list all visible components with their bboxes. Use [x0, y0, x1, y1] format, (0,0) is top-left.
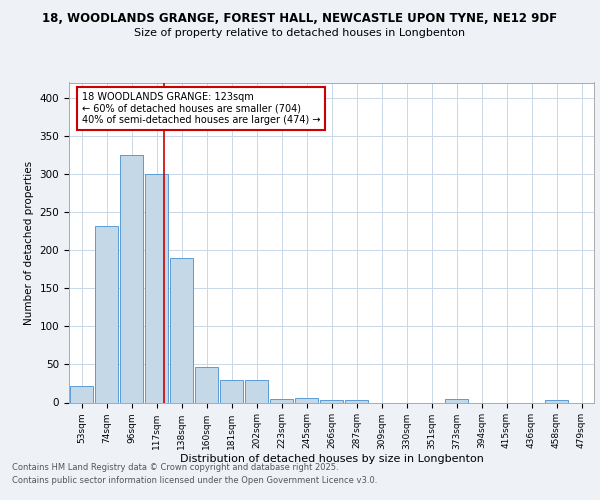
- Text: Contains public sector information licensed under the Open Government Licence v3: Contains public sector information licen…: [12, 476, 377, 485]
- X-axis label: Distribution of detached houses by size in Longbenton: Distribution of detached houses by size …: [179, 454, 484, 464]
- Bar: [195, 368, 218, 402]
- Bar: [120, 155, 143, 402]
- Bar: [295, 398, 318, 402]
- Text: 18, WOODLANDS GRANGE, FOREST HALL, NEWCASTLE UPON TYNE, NE12 9DF: 18, WOODLANDS GRANGE, FOREST HALL, NEWCA…: [43, 12, 557, 26]
- Bar: [270, 398, 293, 402]
- Bar: [445, 400, 468, 402]
- Bar: [220, 380, 243, 402]
- Text: Contains HM Land Registry data © Crown copyright and database right 2025.: Contains HM Land Registry data © Crown c…: [12, 462, 338, 471]
- Bar: [70, 386, 93, 402]
- Bar: [345, 400, 368, 402]
- Bar: [320, 400, 343, 402]
- Bar: [545, 400, 568, 402]
- Bar: [245, 380, 268, 402]
- Text: Size of property relative to detached houses in Longbenton: Size of property relative to detached ho…: [134, 28, 466, 38]
- Bar: [170, 258, 193, 402]
- Bar: [145, 174, 168, 402]
- Text: 18 WOODLANDS GRANGE: 123sqm
← 60% of detached houses are smaller (704)
40% of se: 18 WOODLANDS GRANGE: 123sqm ← 60% of det…: [82, 92, 320, 125]
- Bar: [95, 226, 118, 402]
- Y-axis label: Number of detached properties: Number of detached properties: [24, 160, 34, 324]
